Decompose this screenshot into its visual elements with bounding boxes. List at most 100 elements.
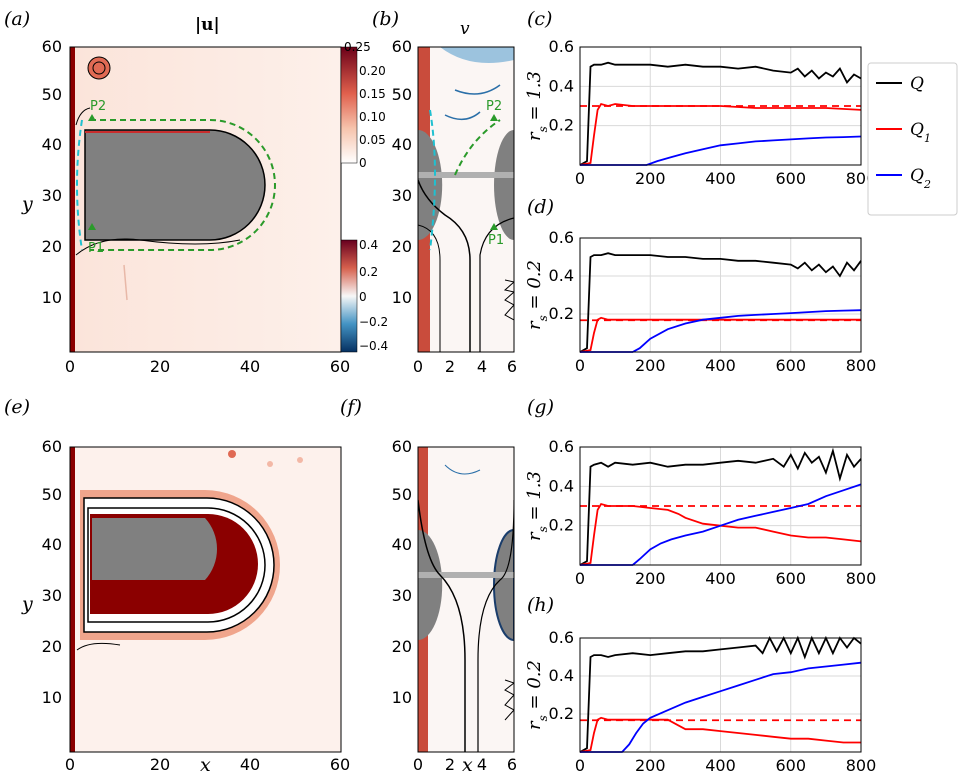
y-tick: 60 xyxy=(42,37,62,56)
axes-frame xyxy=(417,446,515,753)
panel-a-title: |u| xyxy=(195,15,220,35)
x-ticks-e: 0 20 40 60 xyxy=(65,755,350,773)
y-tick: 20 xyxy=(392,237,412,256)
line-panel-g: 0.2 0.4 0.6 0 200 400 600 800 rs = 1.3 xyxy=(524,437,876,588)
cbar-tick: −0.4 xyxy=(359,339,388,353)
control-path xyxy=(90,119,276,251)
x-tick: 40 xyxy=(240,357,260,376)
y-tick: 60 xyxy=(392,437,412,456)
contour-line xyxy=(418,224,441,352)
y-axis-label: rs = 0.2 xyxy=(524,660,550,730)
y-tick: 30 xyxy=(42,586,62,605)
panel-a: (a) |u| P2 P1 xyxy=(4,8,350,376)
cbar-tick: 0.10 xyxy=(359,110,386,124)
y-tick-label: 0.6 xyxy=(549,437,574,456)
obstacle xyxy=(92,518,218,580)
x-tick-label: 400 xyxy=(705,169,736,188)
symmetry-band xyxy=(418,172,514,178)
y-tick: 50 xyxy=(42,85,62,104)
y-tick: 30 xyxy=(392,586,412,605)
eddy xyxy=(228,450,236,458)
x-tick: 60 xyxy=(330,755,350,773)
x-tick-label: 400 xyxy=(705,569,736,588)
x-tick-label: 200 xyxy=(635,569,666,588)
panel-b: (b) v P2 P1 10 20 30 40 xyxy=(372,8,517,376)
axes-frame xyxy=(69,46,342,353)
x-tick: 20 xyxy=(150,357,170,376)
y-tick: 60 xyxy=(392,37,412,56)
contour-line xyxy=(444,464,481,475)
colorbar-top: 0.25 0.20 0.15 0.10 0.05 0 xyxy=(340,40,386,170)
x-tick-label: 200 xyxy=(635,169,666,188)
y-tick-label: 0.2 xyxy=(549,304,574,323)
obstacle xyxy=(84,129,266,241)
x-tick: 0 xyxy=(65,755,75,773)
y-tick: 10 xyxy=(392,288,412,307)
x-tick: 0 xyxy=(65,357,75,376)
x-tick-label: 0 xyxy=(575,569,585,588)
y-tick: 10 xyxy=(392,688,412,707)
cbar-tick: −0.2 xyxy=(359,315,388,329)
x-tick: 2 xyxy=(445,755,455,773)
eddy xyxy=(267,461,273,467)
series-line-q xyxy=(579,635,862,753)
panel-letter-b: (b) xyxy=(372,8,399,30)
y-tick-label: 0.4 xyxy=(549,266,574,285)
y-tick: 60 xyxy=(42,437,62,456)
x-tick-label: 0 xyxy=(575,356,585,375)
legend-label: Q xyxy=(910,74,924,94)
panel-letter-h: (h) xyxy=(527,594,554,616)
obstacle-right xyxy=(494,130,514,240)
x-tick: 2 xyxy=(445,357,455,376)
x-tick-label: 800 xyxy=(846,756,877,773)
x-tick-label: 800 xyxy=(846,356,877,375)
axes-frame xyxy=(69,446,342,753)
cbar-tick: 0.25 xyxy=(344,40,371,54)
x-tick-label: 600 xyxy=(775,169,806,188)
x-axis-label-f: x xyxy=(462,754,473,773)
contour-line xyxy=(76,642,121,651)
panel-letter-g: (g) xyxy=(527,396,554,418)
y-ticks-a: 10 20 30 40 50 60 xyxy=(42,37,62,307)
y-tick: 40 xyxy=(42,535,62,554)
noisy-contour xyxy=(503,279,514,321)
series-line-q_1 xyxy=(579,102,862,166)
y-tick-label: 0.2 xyxy=(549,116,574,135)
cyan-path xyxy=(76,119,83,251)
series-line-q_1 xyxy=(579,316,861,353)
x-ticks-a: 0 20 40 60 xyxy=(65,357,350,376)
y-tick: 50 xyxy=(42,485,62,504)
x-tick: 20 xyxy=(150,755,170,773)
series-line-q_1 xyxy=(579,502,862,566)
cbar-tick: 0.2 xyxy=(359,265,378,279)
x-tick-label: 0 xyxy=(575,756,585,773)
wall-jet xyxy=(70,47,75,352)
x-ticks-b: 0 2 4 6 xyxy=(413,357,517,376)
label-p1: P1 xyxy=(88,241,104,256)
series-line-q_2 xyxy=(580,483,862,566)
wake-streak xyxy=(123,264,128,301)
y-tick: 30 xyxy=(42,186,62,205)
panel-letter-d: (d) xyxy=(527,196,554,218)
label-p2: P2 xyxy=(486,99,502,114)
series-line-q xyxy=(579,252,862,353)
marker-p1 xyxy=(490,223,498,230)
obstacle-left xyxy=(418,530,443,640)
label-p1: P1 xyxy=(488,233,504,248)
x-tick-label: 0 xyxy=(575,169,585,188)
cbar-tick: 0.05 xyxy=(359,133,386,147)
y-tick-label: 0.4 xyxy=(549,476,574,495)
panel-letter-c: (c) xyxy=(527,8,552,30)
x-tick: 6 xyxy=(507,755,517,773)
legend-frame xyxy=(867,62,958,216)
marker-p1 xyxy=(88,223,96,230)
y-ticks-f: 10 20 30 40 50 60 xyxy=(392,437,412,707)
panel-b-title: v xyxy=(460,19,470,39)
y-tick-label: 0.4 xyxy=(549,666,574,685)
y-tick-label: 0.4 xyxy=(549,76,574,95)
x-ticks-f: 0 2 4 6 xyxy=(413,755,517,773)
y-tick-label: 0.6 xyxy=(549,37,574,56)
